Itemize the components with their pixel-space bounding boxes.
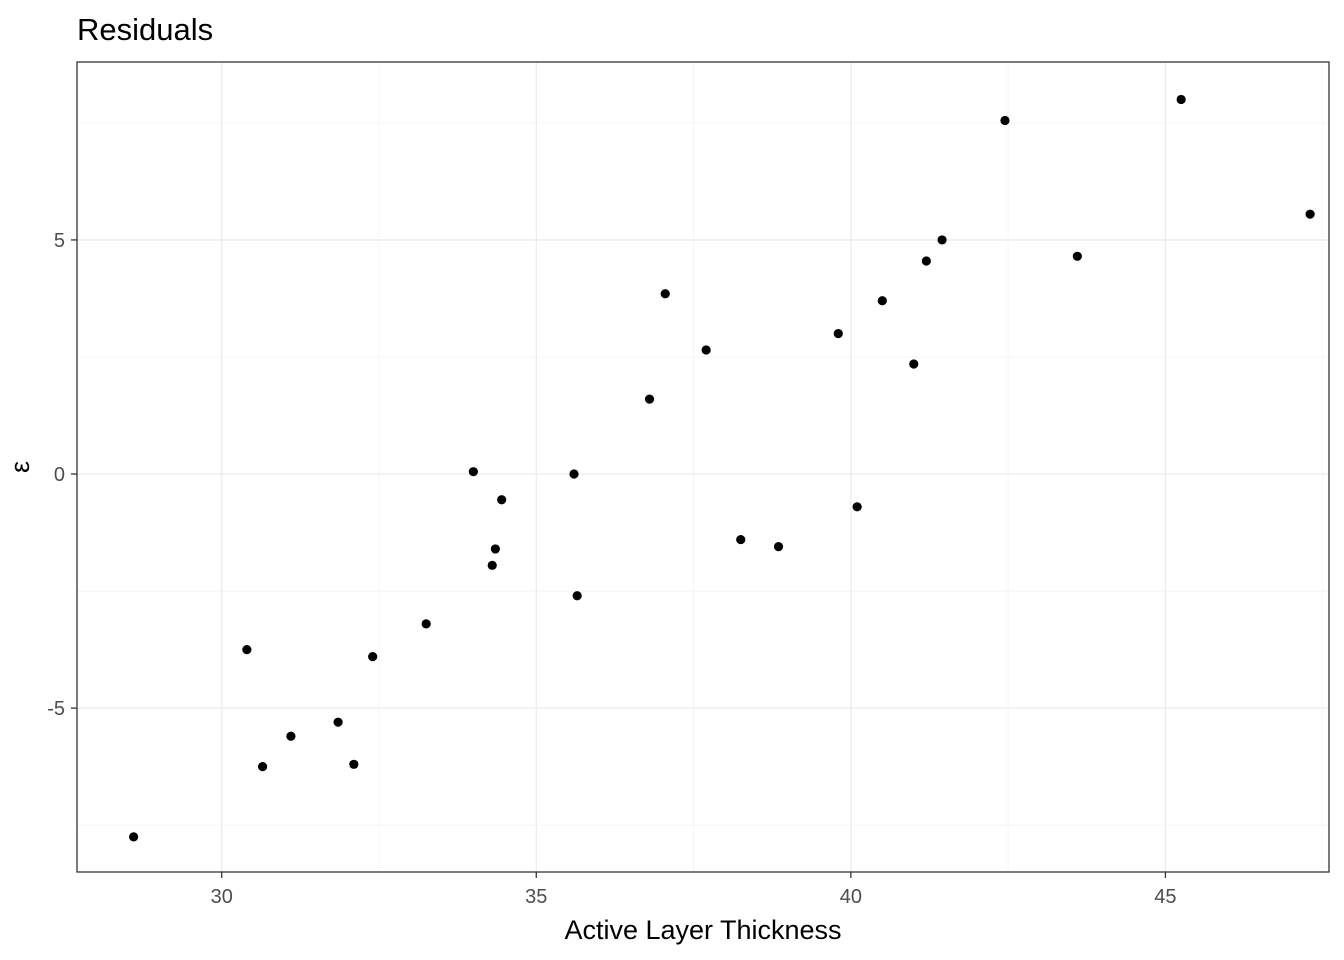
data-point bbox=[660, 289, 670, 299]
data-point bbox=[368, 652, 378, 662]
data-point bbox=[701, 345, 711, 355]
y-axis-title: ε bbox=[5, 461, 35, 473]
data-point bbox=[1072, 251, 1082, 261]
data-point bbox=[921, 256, 931, 266]
data-point bbox=[773, 541, 784, 552]
grid-lines bbox=[77, 62, 1329, 872]
data-point bbox=[736, 534, 746, 545]
data-point bbox=[852, 502, 862, 512]
data-point bbox=[937, 235, 947, 245]
data-point bbox=[487, 560, 497, 570]
data-point bbox=[1000, 115, 1010, 126]
data-point bbox=[257, 762, 268, 772]
y-tick-label: 5 bbox=[54, 230, 65, 252]
x-tick-label: 35 bbox=[525, 886, 547, 908]
x-axis-title: Active Layer Thickness bbox=[564, 915, 841, 945]
data-point bbox=[242, 645, 252, 655]
chart-title: Residuals bbox=[77, 12, 213, 47]
data-point bbox=[490, 544, 500, 554]
data-point bbox=[644, 394, 655, 404]
x-tick-label: 30 bbox=[211, 886, 233, 908]
data-point bbox=[909, 359, 919, 369]
data-point bbox=[421, 619, 431, 629]
x-tick-label: 45 bbox=[1154, 886, 1176, 908]
data-point bbox=[569, 469, 579, 479]
data-point bbox=[877, 296, 887, 306]
data-point bbox=[468, 467, 478, 477]
data-point bbox=[833, 328, 843, 339]
data-point bbox=[1176, 94, 1186, 105]
data-point bbox=[333, 717, 343, 727]
data-points bbox=[129, 94, 1315, 842]
data-point bbox=[286, 731, 296, 741]
y-tick-label: 0 bbox=[54, 464, 65, 486]
y-tick-label: -5 bbox=[47, 698, 65, 720]
x-tick-label: 40 bbox=[840, 886, 862, 908]
data-point bbox=[572, 591, 582, 601]
panel-border bbox=[76, 61, 1330, 873]
data-point bbox=[497, 495, 507, 505]
data-point bbox=[349, 759, 359, 769]
data-point bbox=[129, 832, 139, 842]
axis-ticks: 30 35 40 45 -5 0 5 bbox=[47, 230, 1176, 908]
data-point bbox=[1305, 209, 1315, 219]
